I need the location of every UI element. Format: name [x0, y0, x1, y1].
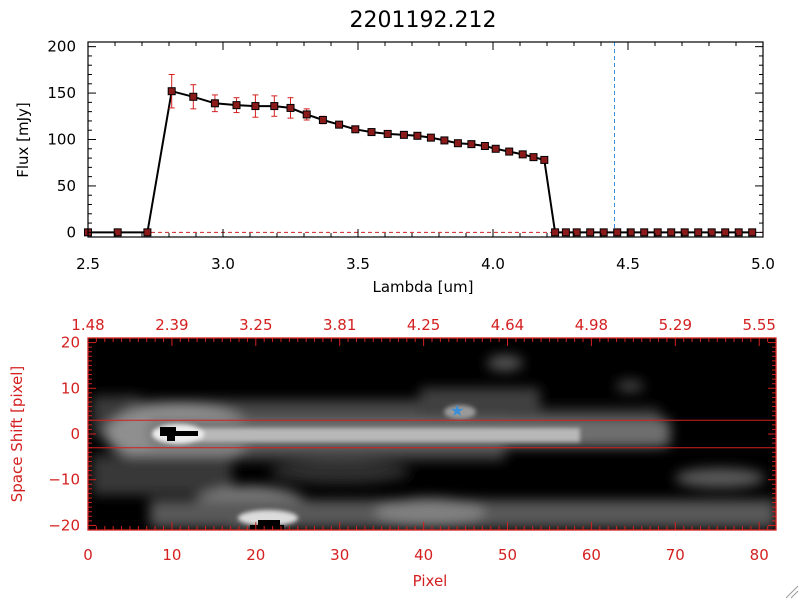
x-tick-label: 3.0 [211, 255, 235, 273]
data-point [413, 131, 422, 140]
data-point [189, 92, 198, 101]
image-intensity [92, 355, 776, 530]
top-wavelength-label: 4.98 [575, 316, 608, 334]
data-point [335, 120, 344, 129]
data-point [572, 228, 581, 237]
data-point [143, 228, 152, 237]
x-tick-label: 40 [414, 546, 433, 564]
spectrum-plot-frame [87, 41, 764, 238]
y-tick-label: 0 [70, 425, 80, 443]
series-line [88, 89, 753, 234]
data-point [210, 99, 219, 108]
top-wavelength-label: 4.64 [491, 316, 524, 334]
data-point [721, 228, 730, 237]
x-tick-label: 60 [582, 546, 601, 564]
top-wavelength-label: 4.25 [407, 316, 440, 334]
data-point [383, 129, 392, 138]
data-point [694, 228, 703, 237]
data-point [551, 228, 560, 237]
image-overlay-lines [88, 419, 776, 449]
data-point [491, 144, 500, 153]
y-tick-label: 150 [47, 84, 76, 102]
x-tick-label: 10 [162, 546, 181, 564]
spectral-image-plot: ★ 0 1.48 10 2.39 20 3.25 30 3.81 40 4.25 50 4.64 60 4… [8, 316, 777, 590]
top-wavelength-label: 3.81 [323, 316, 356, 334]
data-point [667, 228, 676, 237]
spectrum-reference-lines [88, 42, 763, 237]
data-point [540, 155, 549, 164]
spectrum-y-axis-label: Flux [mJy] [14, 102, 32, 178]
x-tick-label: 30 [330, 546, 349, 564]
top-wavelength-label: 2.39 [155, 316, 188, 334]
x-tick-label: 0 [83, 546, 93, 564]
data-point [399, 130, 408, 139]
y-tick-label: 10 [61, 379, 80, 397]
x-tick-label: 80 [750, 546, 769, 564]
x-tick-label: 2.5 [76, 255, 100, 273]
data-point [467, 140, 476, 149]
data-point [640, 228, 649, 237]
data-point [453, 139, 462, 148]
top-wavelength-label: 1.48 [71, 316, 104, 334]
image-x-axis-label: Pixel [413, 572, 448, 590]
y-tick-label: 100 [47, 131, 76, 149]
spectrum-axes: 2.5 3.0 3.5 4.0 4.5 5.0 0 50 100 150 200 [47, 38, 775, 273]
x-tick-label: 70 [666, 546, 685, 564]
data-point [351, 125, 360, 134]
data-point [707, 228, 716, 237]
star-marker-icon: ★ [450, 401, 464, 420]
top-wavelength-label: 5.55 [743, 316, 776, 334]
x-tick-label: 5.0 [751, 255, 775, 273]
chart-title: 2201192.212 [350, 8, 497, 33]
y-tick-label: 50 [57, 177, 76, 195]
data-point [440, 136, 449, 145]
data-point [748, 228, 757, 237]
data-point [270, 102, 279, 111]
data-point [113, 228, 122, 237]
data-point [318, 116, 327, 124]
y-tick-label: 200 [47, 38, 76, 56]
x-tick-label: 4.0 [481, 255, 505, 273]
x-tick-label: 4.5 [616, 255, 640, 273]
spectrum-series [84, 74, 757, 237]
spectrum-x-axis-label: Lambda [um] [373, 278, 474, 296]
image-y-axis-label: Space Shift [pixel] [8, 366, 26, 503]
x-tick-label: 3.5 [346, 255, 370, 273]
y-tick-label: −10 [48, 471, 80, 489]
data-point [505, 147, 514, 156]
data-point [653, 228, 662, 237]
data-point [251, 102, 260, 111]
data-point [518, 150, 527, 159]
data-point [529, 153, 538, 162]
spectrum-plot: 2.5 3.0 3.5 4.0 4.5 5.0 0 50 100 150 200 Lambda [u… [14, 38, 775, 296]
data-point [586, 228, 595, 237]
data-point [734, 228, 743, 237]
x-tick-label: 20 [246, 546, 265, 564]
top-wavelength-label: 5.29 [659, 316, 692, 334]
data-point [232, 101, 241, 110]
data-point [480, 142, 489, 150]
data-point [167, 87, 176, 96]
data-point [599, 228, 608, 237]
y-tick-label: −20 [48, 516, 80, 534]
data-point [286, 103, 295, 112]
resize-grip-icon[interactable] [785, 585, 799, 599]
data-point [561, 228, 570, 237]
data-point [367, 128, 376, 137]
data-point [680, 228, 689, 237]
data-point [302, 110, 311, 119]
x-tick-label: 50 [498, 546, 517, 564]
image-axes: 0 1.48 10 2.39 20 3.25 30 3.81 40 4.25 50 4.64 60 4.9… [48, 316, 777, 564]
top-wavelength-label: 3.25 [239, 316, 272, 334]
data-point [626, 228, 635, 237]
data-point [426, 133, 435, 142]
y-tick-label: 20 [61, 334, 80, 352]
y-tick-label: 0 [66, 223, 76, 241]
data-point [613, 228, 622, 237]
